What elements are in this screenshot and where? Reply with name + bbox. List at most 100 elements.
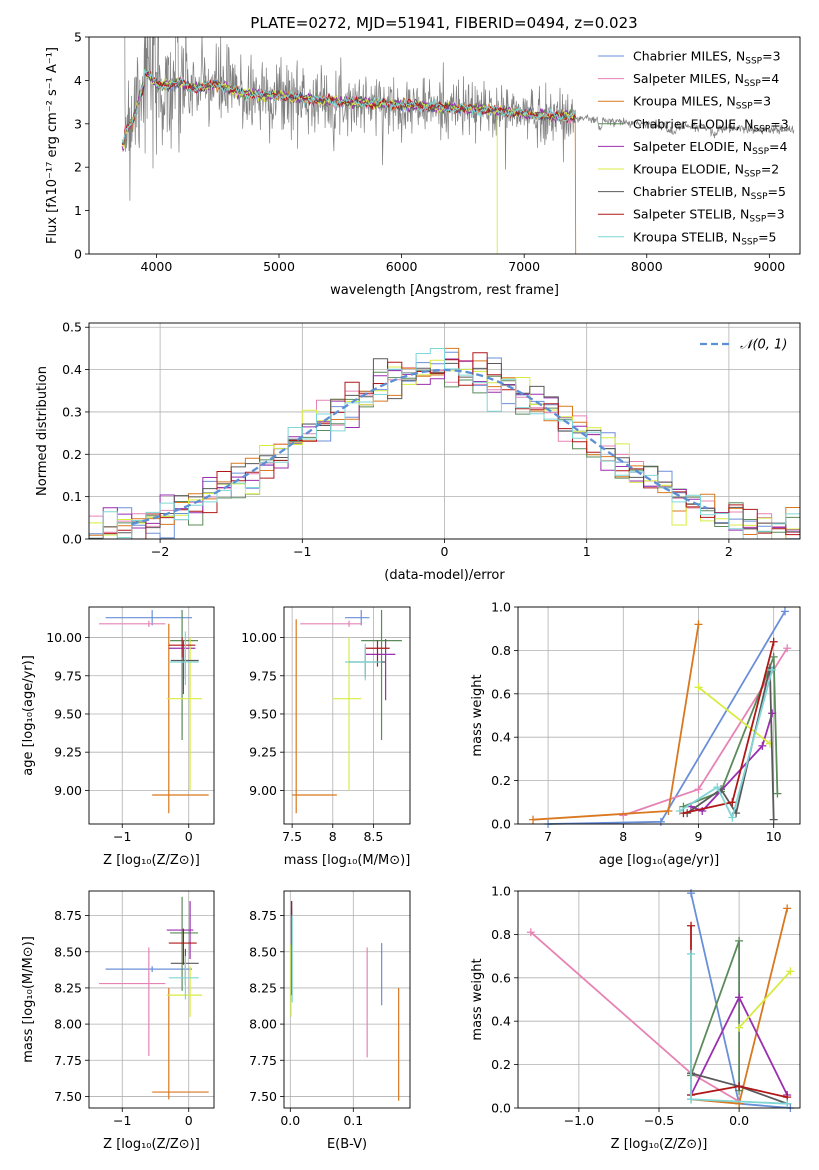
spectrum-xlabel: wavelength [Angstrom, rest frame] [330, 283, 559, 298]
weight-vs-Z-point [735, 993, 744, 1002]
weight-vs-age-point [713, 783, 722, 792]
mass-vs-Z-ytick-label: 7.75 [54, 1053, 82, 1068]
weight-vs-Z-xtick-label: −0.5 [644, 1113, 674, 1128]
weight-vs-Z-ytick-label: 0.4 [491, 1014, 511, 1029]
weight-vs-Z-ytick-label: 0.8 [491, 927, 511, 942]
residuals-legend-label: 𝒩(0, 1) [740, 338, 787, 353]
legend-entry: Salpeter ELODIE, NSSP=4 [633, 139, 788, 157]
spectrum-frame [88, 36, 801, 255]
age-vs-Z-xtick-label: −1 [113, 829, 131, 844]
legend-entry: Kroupa STELIB, NSSP=5 [633, 229, 777, 247]
weight-vs-age-series-line [697, 686, 771, 745]
weight-vs-Z-ytick-label: 0.2 [491, 1057, 511, 1072]
mass-vs-Z-ytick-label: 8.25 [54, 980, 82, 995]
age-vs-Z-ytick-label: 10.00 [46, 630, 82, 645]
weight-vs-age-point [758, 741, 767, 750]
age-vs-mass-ytick-label: 9.50 [249, 706, 277, 721]
spectrum-xtick-label: 9000 [753, 259, 785, 274]
residuals-xlabel: (data-model)/error [384, 568, 505, 583]
age-vs-mass-xtick-label: 8 [329, 829, 337, 844]
plot-layer: 4000 5000 6000 7000 8000 9000012345wavelength… [21, 30, 801, 1152]
spectrum-model-line [121, 68, 576, 145]
legend-entry: Kroupa ELODIE, NSSP=2 [633, 162, 779, 180]
residuals-ytick-label: 0.1 [62, 489, 82, 504]
weight-vs-Z-point [735, 1023, 744, 1032]
weight-vs-Z-point [526, 928, 535, 937]
legend-entry: Chabrier ELODIE, NSSP=3 [633, 116, 789, 134]
weight-vs-age-xtick-label: 7 [544, 829, 552, 844]
mass-vs-ebv-xlabel: E(B-V) [327, 1137, 367, 1152]
weight-vs-Z-point [687, 889, 696, 898]
mass-vs-Z-xtick-label: −1 [113, 1113, 131, 1128]
mass-vs-Z-xtick-label: 0 [185, 1113, 193, 1128]
mass-vs-ebv-ytick-label: 8.50 [249, 944, 277, 959]
age-vs-mass-ytick-label: 9.75 [249, 668, 277, 683]
spectrum-ytick-label: 5 [74, 30, 82, 45]
weight-vs-Z-series-line [738, 970, 792, 1029]
legend-entry: Kroupa MILES, NSSP=3 [633, 94, 771, 112]
weight-vs-Z-ytick-label: 1.0 [491, 884, 511, 899]
spectrum-ytick-label: 4 [74, 73, 82, 88]
mass-vs-Z-ytick-label: 8.00 [54, 1017, 82, 1032]
weight-vs-age-series-line [690, 713, 774, 813]
weight-vs-Z-point [687, 949, 696, 958]
residuals-plot-area [89, 347, 800, 539]
spectrum-xtick-label: 7000 [508, 259, 540, 274]
weight-vs-age-point [675, 806, 684, 815]
spectrum-legend: Chabrier MILES, NSSP=3 Salpeter MILES, NS… [598, 49, 789, 247]
residuals-frame [88, 322, 801, 540]
weight-vs-Z-point [783, 1099, 792, 1108]
residuals-ytick-label: 0.3 [62, 404, 82, 419]
legend-entry: Salpeter STELIB, NSSP=3 [633, 207, 785, 225]
weight-vs-age-point [694, 620, 703, 629]
weight-vs-age-point [694, 683, 703, 692]
spectrum-ylabel: Flux [fλ10⁻¹⁷ erg cm⁻² s⁻¹ A⁻¹] [45, 47, 60, 244]
mass-vs-ebv-ytick-label: 8.00 [249, 1017, 277, 1032]
mass-vs-Z-xlabel: Z [log₁₀(Z/Z⊙)] [103, 1137, 200, 1152]
figure-title: PLATE=0272, MJD=51941, FIBERID=0494, z=0… [250, 14, 637, 32]
residuals-xtick-label: 1 [583, 544, 591, 559]
legend-entry: Chabrier MILES, NSSP=3 [633, 49, 781, 67]
weight-vs-Z-plot-area [526, 889, 795, 1112]
age-vs-Z-xtick-label: 0 [185, 829, 193, 844]
mass-vs-ebv-ytick-label: 8.25 [249, 980, 277, 995]
mass-vs-ebv-plot-area [290, 901, 400, 1101]
mass-vs-ebv-xtick-label: 0.0 [280, 1113, 300, 1128]
weight-vs-Z-point [786, 967, 795, 976]
weight-vs-age-xtick-label: 9 [695, 829, 703, 844]
weight-vs-age-point [694, 785, 703, 794]
weight-vs-age-ytick-label: 0.4 [491, 730, 511, 745]
age-vs-mass-ytick-label: 9.25 [249, 745, 277, 760]
age-vs-Z-ytick-label: 9.00 [54, 783, 82, 798]
spectrum-ytick-label: 0 [74, 247, 82, 262]
residuals-xtick-label: −2 [151, 544, 169, 559]
residuals-xtick-label: 0 [441, 544, 449, 559]
mass-vs-ebv-ytick-label: 7.75 [249, 1053, 277, 1068]
weight-vs-age-point [768, 665, 777, 674]
mass-vs-Z-axes: −1 0 7.50 7.75 8.00 8.25 8.50 8.75 [54, 891, 214, 1128]
mass-vs-ebv-xtick-label: 0.1 [343, 1113, 363, 1128]
weight-vs-age-xlabel: age [log₁₀(age/yr)] [599, 853, 720, 868]
residuals-ytick-label: 0.5 [62, 320, 82, 335]
spectrum-ytick-label: 2 [74, 160, 82, 175]
age-vs-mass-xlabel: mass [log₁₀(M/M⊙)] [284, 853, 411, 868]
weight-vs-Z-ylabel: mass weight [470, 958, 485, 1040]
weight-vs-age-point [619, 811, 628, 820]
mass-vs-ebv-ytick-label: 8.75 [249, 908, 277, 923]
legend-entry: Chabrier STELIB, NSSP=5 [633, 184, 786, 202]
mass-vs-Z-ytick-label: 8.75 [54, 908, 82, 923]
weight-vs-Z-point [687, 921, 696, 930]
weight-vs-Z-point [783, 904, 792, 913]
weight-vs-age-series-line [683, 656, 779, 808]
weight-vs-age-point [773, 789, 782, 798]
age-vs-mass-xtick-label: 8.5 [363, 829, 383, 844]
spectrum-xtick-label: 4000 [141, 259, 173, 274]
weight-vs-age-ytick-label: 0.2 [491, 773, 511, 788]
age-vs-Z-ylabel: age [log₁₀(age/yr)] [21, 655, 36, 776]
weight-vs-Z-frame [517, 890, 801, 1109]
age-vs-Z-ytick-label: 9.50 [54, 706, 82, 721]
age-vs-Z-xlabel: Z [log₁₀(Z/Z⊙)] [103, 853, 200, 868]
weight-vs-age-ytick-label: 0.6 [491, 686, 511, 701]
age-vs-mass-ytick-label: 10.00 [241, 630, 277, 645]
